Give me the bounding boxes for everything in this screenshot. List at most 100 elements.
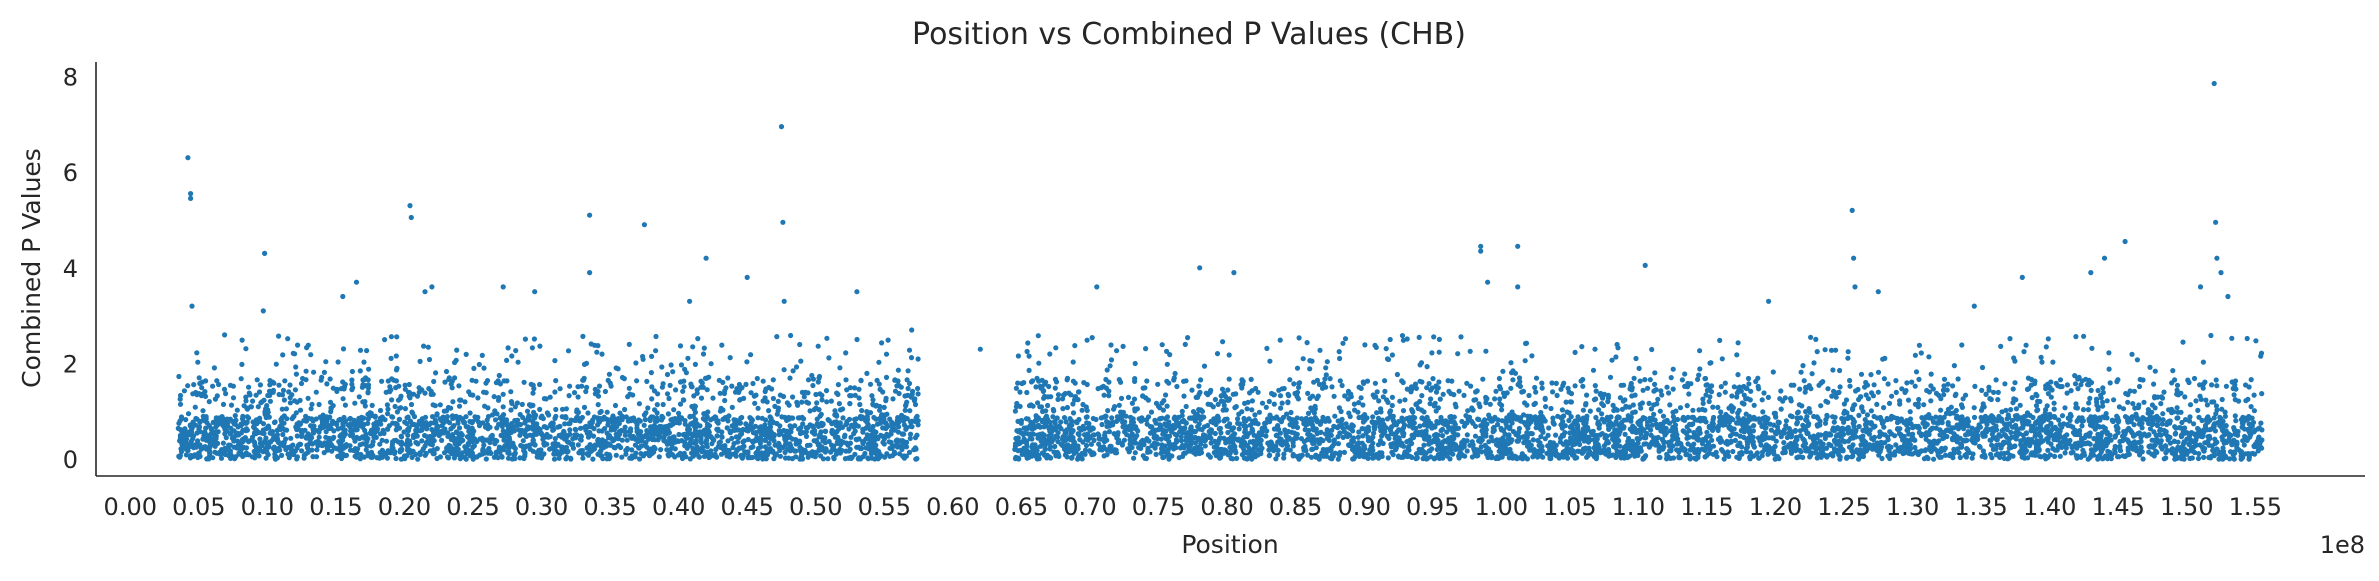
- data-point: [1472, 433, 1479, 439]
- data-point: [682, 418, 688, 424]
- data-point: [847, 385, 854, 391]
- data-point: [634, 378, 640, 384]
- data-point: [860, 441, 866, 447]
- data-point: [285, 336, 291, 342]
- data-point: [2008, 407, 2014, 413]
- data-point: [305, 395, 311, 401]
- data-point: [361, 415, 367, 421]
- data-point: [547, 446, 553, 452]
- data-point: [560, 449, 566, 455]
- data-point: [1116, 402, 1122, 408]
- data-point: [737, 397, 743, 403]
- data-point: [677, 450, 683, 456]
- data-point: [816, 375, 822, 381]
- data-point: [800, 430, 806, 436]
- data-point: [681, 384, 687, 390]
- data-point: [544, 441, 550, 447]
- data-point: [274, 455, 281, 461]
- data-point: [1458, 334, 1464, 340]
- data-point: [212, 443, 218, 449]
- data-point: [538, 455, 545, 461]
- data-point: [1554, 392, 1560, 399]
- data-point: [1497, 386, 1504, 392]
- data-point: [1688, 381, 1694, 387]
- data-point: [352, 400, 358, 406]
- data-point: [451, 455, 457, 461]
- data-point: [859, 414, 865, 420]
- data-point: [211, 365, 217, 371]
- data-point: [725, 375, 731, 381]
- chart-title: Position vs Combined P Values (CHB): [912, 17, 1466, 52]
- data-point: [1971, 414, 1978, 420]
- data-point: [660, 401, 666, 408]
- data-point: [799, 399, 805, 405]
- data-point: [2248, 404, 2254, 410]
- data-point: [679, 438, 685, 444]
- data-point: [1013, 385, 1020, 391]
- data-point: [619, 413, 625, 419]
- data-point: [265, 442, 271, 448]
- data-point: [596, 428, 602, 434]
- data-point: [419, 416, 425, 422]
- data-point: [270, 387, 276, 393]
- data-point: [863, 425, 869, 431]
- data-point: [293, 371, 299, 377]
- data-point: [428, 391, 434, 397]
- data-point: [787, 423, 793, 429]
- data-point: [364, 348, 370, 354]
- data-point: [667, 438, 673, 444]
- data-point: [1631, 375, 1637, 381]
- data-point: [298, 380, 305, 387]
- data-point: [1590, 367, 1597, 373]
- data-point: [1622, 431, 1628, 437]
- data-point: [1091, 437, 1097, 443]
- data-point: [222, 332, 228, 338]
- data-point: [640, 453, 647, 459]
- data-point: [407, 395, 413, 401]
- data-point: [347, 416, 353, 422]
- data-point: [632, 418, 638, 424]
- data-point: [301, 452, 307, 458]
- scatter-points: [175, 80, 2265, 462]
- data-point: [509, 422, 515, 428]
- data-point: [892, 388, 899, 394]
- data-point: [246, 384, 252, 390]
- data-point: [554, 443, 560, 449]
- data-point: [444, 454, 451, 460]
- data-point: [1281, 455, 1287, 461]
- data-point: [1569, 423, 1575, 429]
- data-point: [767, 434, 773, 441]
- data-point: [2152, 368, 2158, 374]
- data-point: [870, 401, 876, 407]
- data-point: [468, 419, 474, 425]
- data-point: [782, 436, 788, 442]
- data-point: [424, 434, 430, 440]
- data-point: [578, 448, 584, 454]
- data-point: [256, 389, 263, 395]
- data-point: [912, 445, 919, 451]
- data-point: [2220, 445, 2226, 451]
- data-point: [563, 414, 569, 420]
- data-point: [882, 412, 888, 418]
- data-point: [664, 371, 671, 378]
- data-point: [1385, 455, 1391, 461]
- data-point: [877, 403, 883, 410]
- data-point: [471, 443, 477, 449]
- data-point: [1083, 414, 1089, 420]
- data-point: [1736, 455, 1742, 461]
- data-point: [204, 432, 210, 438]
- data-point: [458, 397, 464, 403]
- data-point: [470, 453, 476, 459]
- data-point: [449, 413, 456, 419]
- data-point: [2079, 423, 2085, 429]
- data-point: [537, 343, 543, 349]
- data-point: [395, 439, 401, 445]
- data-point: [288, 451, 295, 457]
- data-point: [2086, 400, 2092, 406]
- data-point: [719, 433, 725, 439]
- data-point: [781, 427, 787, 434]
- data-point: [2037, 453, 2043, 459]
- data-point: [2191, 375, 2198, 382]
- data-point: [889, 453, 896, 459]
- data-point: [626, 341, 632, 347]
